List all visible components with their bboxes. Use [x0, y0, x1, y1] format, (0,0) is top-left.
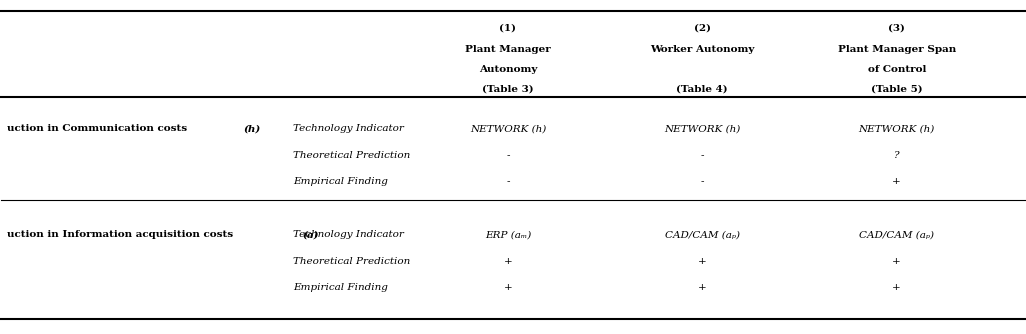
Text: +: + [893, 283, 901, 292]
Text: +: + [893, 257, 901, 266]
Text: (Table 5): (Table 5) [871, 85, 922, 94]
Text: +: + [504, 283, 512, 292]
Text: (3): (3) [889, 23, 905, 32]
Text: -: - [701, 177, 704, 186]
Text: CAD/CAM (aₚ): CAD/CAM (aₚ) [859, 230, 935, 239]
Text: (a): (a) [302, 230, 319, 239]
Text: uction in Information acquisition costs: uction in Information acquisition costs [6, 230, 236, 239]
Text: ERP (aₘ): ERP (aₘ) [484, 230, 531, 239]
Text: (1): (1) [500, 23, 516, 32]
Text: -: - [506, 177, 510, 186]
Text: Empirical Finding: Empirical Finding [293, 283, 388, 292]
Text: Plant Manager: Plant Manager [465, 45, 551, 54]
Text: (2): (2) [694, 23, 711, 32]
Text: of Control: of Control [868, 65, 925, 74]
Text: +: + [698, 283, 707, 292]
Text: Plant Manager Span: Plant Manager Span [837, 45, 956, 54]
Text: ?: ? [894, 151, 900, 160]
Text: uction in Communication costs: uction in Communication costs [6, 124, 190, 133]
Text: -: - [701, 151, 704, 160]
Text: Empirical Finding: Empirical Finding [293, 177, 388, 186]
Text: Theoretical Prediction: Theoretical Prediction [293, 257, 410, 266]
Text: NETWORK (h): NETWORK (h) [470, 124, 546, 133]
Text: (h): (h) [243, 124, 261, 133]
Text: +: + [504, 257, 512, 266]
Text: Autonomy: Autonomy [479, 65, 537, 74]
Text: Technology Indicator: Technology Indicator [293, 124, 404, 133]
Text: Theoretical Prediction: Theoretical Prediction [293, 151, 410, 160]
Text: NETWORK (h): NETWORK (h) [859, 124, 935, 133]
Text: +: + [698, 257, 707, 266]
Text: CAD/CAM (aₚ): CAD/CAM (aₚ) [665, 230, 740, 239]
Text: NETWORK (h): NETWORK (h) [664, 124, 741, 133]
Text: +: + [893, 177, 901, 186]
Text: -: - [506, 151, 510, 160]
Text: (Table 4): (Table 4) [676, 85, 728, 94]
Text: Technology Indicator: Technology Indicator [293, 230, 404, 239]
Text: Worker Autonomy: Worker Autonomy [650, 45, 754, 54]
Text: (Table 3): (Table 3) [482, 85, 534, 94]
